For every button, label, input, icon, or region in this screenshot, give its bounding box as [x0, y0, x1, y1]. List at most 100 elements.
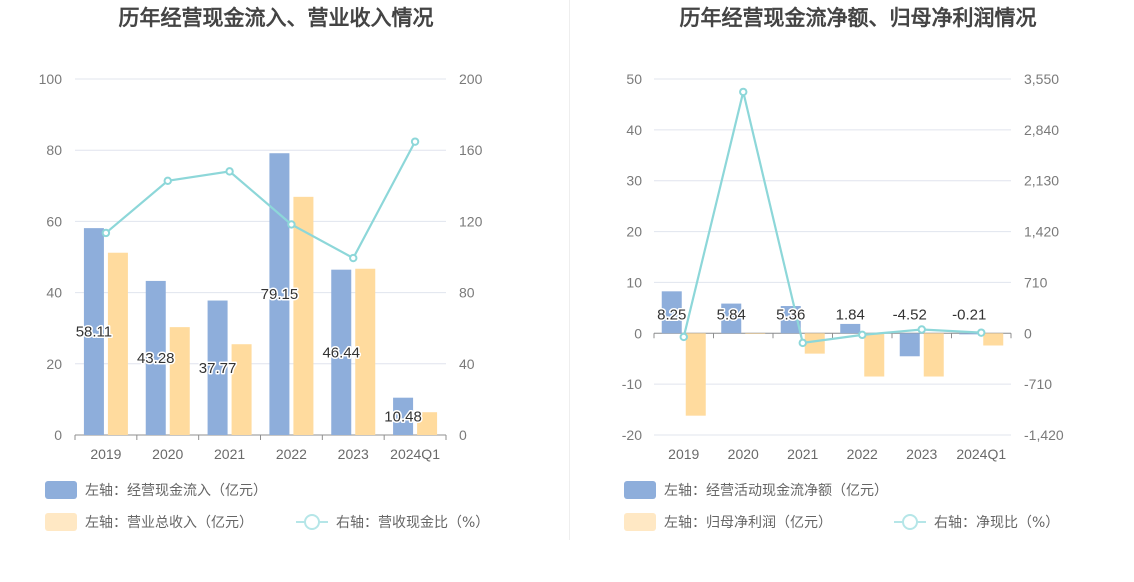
- chart-2-left-tick-label: 30: [626, 173, 642, 189]
- chart-2-ratio-point: [798, 338, 807, 348]
- chart-1-left-tick-label: 100: [39, 71, 63, 87]
- chart-2-left-tick-label: 0: [634, 325, 642, 341]
- chart-1-data-label: 43.28: [137, 350, 175, 367]
- chart-2-right-tick-label: 2,130: [1024, 173, 1059, 189]
- chart-1-category-label: 2021: [214, 446, 245, 462]
- chart-1-bar-primary: [83, 228, 104, 435]
- chart-1-bar-primary: [207, 300, 228, 435]
- chart-2-bar-secondary: [685, 333, 706, 416]
- chart-1-bar-secondary: [355, 268, 376, 435]
- chart-2-data-label: -4.52: [893, 306, 927, 323]
- chart-2-category-label: 2021: [787, 446, 818, 462]
- chart-1-left-tick-label: 40: [46, 285, 62, 301]
- chart-2-ratio-point: [739, 87, 748, 97]
- chart-1-ratio-point: [349, 253, 358, 263]
- chart-2-bar-secondary: [745, 333, 766, 334]
- chart-1-ratio-point: [287, 220, 296, 229]
- chart-2-legend-label: 右轴：净现比（%）: [934, 515, 1059, 531]
- chart-1-ratio-point: [410, 137, 420, 146]
- chart-1-right-tick-label: 40: [459, 356, 475, 372]
- chart-1-bar-secondary: [107, 252, 128, 435]
- chart-2-bar-secondary: [864, 333, 885, 377]
- chart-1-title: 历年经营现金流入、营业收入情况: [119, 6, 434, 30]
- chart-2-data-label: 5.84: [717, 306, 746, 323]
- chart-2-legend-swatch: [624, 513, 656, 531]
- chart-1-category-label: 2024Q1: [390, 446, 440, 462]
- chart-2-category-label: 2019: [668, 446, 699, 462]
- chart-2-right-tick-label: 2,840: [1024, 122, 1059, 138]
- chart-1-bar-secondary: [231, 344, 252, 435]
- chart-1-left-tick-label: 20: [46, 356, 62, 372]
- chart-1-right-tick-label: 0: [459, 427, 467, 443]
- chart-2-right-tick-label: -710: [1024, 376, 1052, 392]
- chart-1-bar-secondary: [293, 196, 314, 435]
- chart-2-ratio-point: [977, 328, 986, 337]
- chart-2-legend-label: 左轴：归母净利润（亿元）: [664, 514, 832, 531]
- chart-1-bar-primary: [393, 397, 414, 435]
- chart-1-ratio-point: [163, 176, 172, 186]
- chart-2-left-tick-label: -20: [622, 427, 642, 443]
- chart-2-bar-primary: [959, 333, 980, 335]
- chart-1-bar-primary: [269, 153, 290, 435]
- chart-1-bar-secondary: [417, 412, 438, 435]
- chart-2-category-label: 2024Q1: [956, 446, 1006, 462]
- chart-1-legend-label: 右轴：营收现金比（%）: [336, 515, 489, 531]
- chart-2-category-label: 2023: [906, 446, 937, 462]
- chart-2-right-tick-label: -1,420: [1024, 427, 1064, 443]
- chart-2-category-label: 2020: [728, 446, 759, 462]
- chart-1-category-label: 2019: [90, 446, 121, 462]
- chart-1-data-label: 79.15: [261, 286, 299, 303]
- chart-1-left-tick-label: 0: [54, 427, 62, 443]
- chart-2-ratio-point: [858, 330, 867, 340]
- chart-1-category-label: 2023: [338, 446, 369, 462]
- chart-2-ratio-point: [917, 325, 926, 334]
- chart-2-right-tick-label: 0: [1024, 325, 1032, 341]
- chart-2-title: 历年经营现金流净额、归母净利润情况: [680, 6, 1037, 30]
- chart-1-left-tick-label: 60: [46, 213, 62, 229]
- chart-2-ratio-point: [679, 332, 688, 342]
- chart-1-legend-line-marker: [304, 514, 320, 530]
- chart-2-right-tick-label: 3,550: [1024, 71, 1059, 87]
- chart-1-category-label: 2022: [276, 446, 307, 462]
- chart-2-data-label: -0.21: [952, 306, 986, 323]
- chart-2-left-tick-label: 40: [626, 122, 642, 138]
- chart-1-right-tick-label: 120: [459, 213, 483, 229]
- chart-1-data-label: 10.48: [384, 408, 422, 425]
- chart-1-legend-swatch: [45, 481, 77, 499]
- chart-1-bar-primary: [145, 280, 166, 435]
- chart-1-legend-swatch: [45, 513, 77, 531]
- chart-2-bar-secondary: [804, 333, 825, 354]
- chart-2-data-label: 1.84: [836, 306, 865, 323]
- chart-2-data-label: 5.36: [776, 306, 805, 323]
- chart-2-ratio-line: [682, 91, 982, 345]
- chart-1-right-tick-label: 160: [459, 142, 483, 158]
- chart-2-bar-primary: [899, 333, 920, 357]
- chart-1-data-label: 58.11: [76, 324, 112, 341]
- chart-1-data-label: 37.77: [199, 360, 237, 377]
- chart-1-right-tick-label: 200: [459, 71, 483, 87]
- chart-1-data-label: 46.44: [322, 344, 360, 361]
- chart-2-bar-primary: [721, 303, 742, 334]
- chart-1-ratio-point: [101, 228, 111, 238]
- chart-2-right-tick-label: 710: [1024, 274, 1048, 290]
- chart-1-legend-label: 左轴：营业总收入（亿元）: [85, 515, 253, 531]
- chart-1-right-tick-label: 80: [459, 285, 475, 301]
- chart-2-right-tick-label: 1,420: [1024, 224, 1059, 240]
- chart-2-left-tick-label: -10: [622, 376, 642, 392]
- chart-2-bar-secondary: [923, 333, 944, 377]
- chart-1-ratio-point: [225, 167, 234, 176]
- chart-1-left-tick-label: 80: [46, 142, 62, 158]
- chart-1-bar-secondary: [169, 327, 190, 435]
- chart-2-left-tick-label: 50: [626, 71, 642, 87]
- chart-2-data-label: 8.25: [657, 306, 686, 323]
- chart-2-legend-line-marker: [902, 514, 918, 530]
- chart-2-left-tick-label: 20: [626, 224, 642, 240]
- chart-1-ratio-line: [105, 141, 417, 260]
- chart-2-bar-primary: [661, 291, 682, 334]
- chart-2-bar-secondary: [983, 333, 1004, 346]
- chart-1-bar-primary: [331, 269, 352, 435]
- chart-1-category-label: 2020: [152, 446, 183, 462]
- chart-2-left-tick-label: 10: [626, 274, 642, 290]
- chart-2-category-label: 2022: [847, 446, 878, 462]
